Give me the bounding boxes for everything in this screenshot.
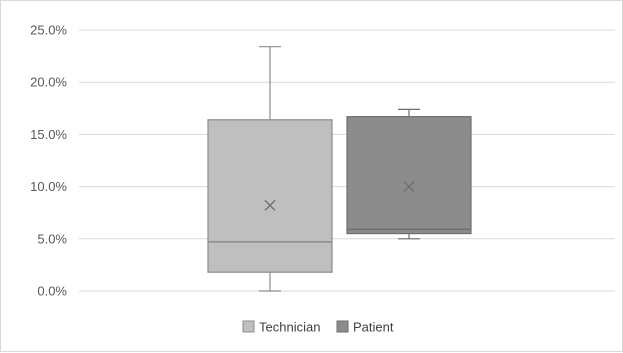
box-technician — [207, 46, 333, 292]
mean-marker — [264, 199, 276, 211]
legend: Technician Patient — [242, 320, 394, 335]
legend-swatch — [336, 320, 349, 333]
y-tick-label: 25.0% — [30, 23, 67, 38]
y-tick-label: 5.0% — [37, 231, 67, 246]
interquartile-box — [346, 116, 472, 235]
box-patient — [346, 108, 472, 240]
mean-marker — [403, 181, 415, 193]
legend-label: Patient — [353, 320, 394, 335]
y-tick-label: 20.0% — [30, 75, 67, 90]
legend-item-technician: Technician — [242, 320, 320, 335]
y-tick-label: 15.0% — [30, 127, 67, 142]
y-tick-label: 10.0% — [30, 179, 67, 194]
y-axis-tick-labels: 0.0% 5.0% 10.0% 15.0% 20.0% 25.0% — [30, 23, 67, 299]
legend-item-patient: Patient — [336, 320, 394, 335]
legend-label: Technician — [259, 320, 320, 335]
interquartile-box — [207, 119, 333, 273]
mean-marker-stroke — [264, 199, 276, 211]
y-tick-label: 0.0% — [37, 284, 67, 299]
legend-swatch — [242, 320, 255, 333]
mean-marker-stroke — [403, 181, 415, 193]
box-series — [207, 46, 472, 292]
